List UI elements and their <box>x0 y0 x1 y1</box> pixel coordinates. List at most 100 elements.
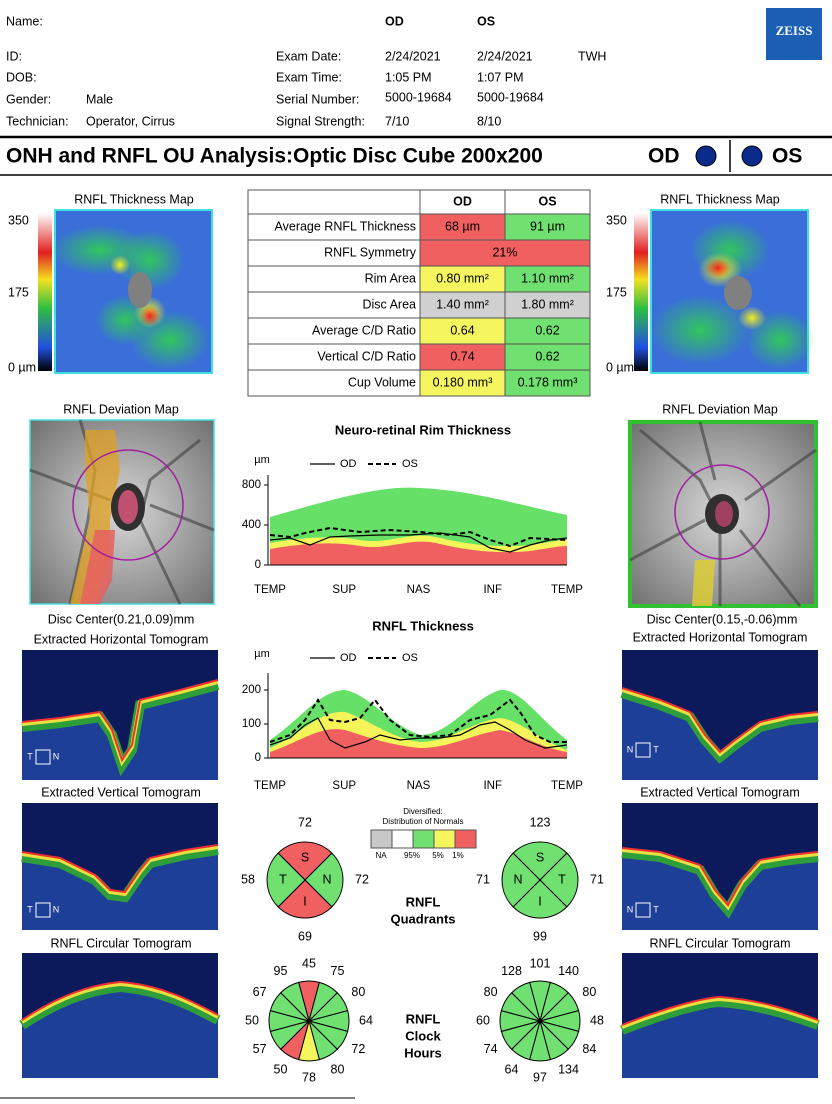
label: 80 <box>351 985 365 999</box>
label: Extracted Vertical Tomogram <box>41 785 201 799</box>
tomogram-mark: N <box>53 904 60 914</box>
label: 0.180 mm³ <box>433 375 493 389</box>
label: 91 µm <box>530 219 565 233</box>
legend-label: OD <box>340 458 357 470</box>
tomogram-layer <box>621 848 819 911</box>
y-tick-label: 800 <box>242 479 261 491</box>
label: Rim Area <box>365 271 416 285</box>
tomogram-surface <box>21 679 219 763</box>
legend-label: OD <box>340 652 357 664</box>
label: 5% <box>432 851 444 860</box>
thickness-normative-bands <box>270 689 567 758</box>
label: I <box>538 894 541 908</box>
label: 1% <box>452 851 464 860</box>
tomogram-tissue <box>22 680 218 780</box>
label: Diversified: <box>403 807 443 816</box>
tomogram-icon <box>635 902 651 918</box>
label: Quadrants <box>390 911 455 926</box>
label: Extracted Horizontal Tomogram <box>34 632 209 646</box>
x-tick-label: INF <box>483 780 502 792</box>
x-tick-label: NAS <box>407 584 431 596</box>
label: 5000-19684 <box>385 90 452 104</box>
label: 72 <box>351 1042 365 1056</box>
label: 2/24/2021 <box>477 49 533 63</box>
label: Extracted Vertical Tomogram <box>640 785 800 799</box>
label: 72 <box>355 872 369 886</box>
label: 0.62 <box>535 323 559 337</box>
sector <box>277 841 333 881</box>
label: 80 <box>331 1063 345 1077</box>
label: 0.80 mm² <box>436 271 489 285</box>
label: 140 <box>558 964 579 978</box>
tomogram-icon <box>35 749 51 765</box>
deviation-map-os <box>628 420 818 608</box>
label: 64 <box>359 1013 373 1027</box>
label: 95% <box>404 851 420 860</box>
x-tick-label: SUP <box>332 780 356 792</box>
tomogram-layer <box>21 845 219 897</box>
label: 80 <box>484 985 498 999</box>
tomogram-mark: N <box>627 744 634 754</box>
label: Technician: <box>6 114 69 128</box>
label: 8/10 <box>477 114 501 128</box>
label: 123 <box>530 815 551 829</box>
label: 7/10 <box>385 114 409 128</box>
label: RNFL Deviation Map <box>63 402 179 416</box>
label: 175 <box>8 285 29 299</box>
eye-dot <box>695 145 717 167</box>
label: 50 <box>274 1063 288 1077</box>
label: 71 <box>476 872 490 886</box>
label: 50 <box>245 1013 259 1027</box>
color-scale <box>38 213 52 371</box>
y-tick-label: 0 <box>255 752 261 764</box>
label: 84 <box>582 1042 596 1056</box>
label: OD <box>453 194 472 208</box>
label: OD <box>648 145 680 168</box>
tomogram-mark: N <box>53 751 60 761</box>
label: Disc Area <box>363 297 417 311</box>
x-tick-label: INF <box>483 584 502 596</box>
od-curve <box>269 717 568 749</box>
table-cell <box>419 189 506 215</box>
tomogram-surface <box>621 687 819 754</box>
label: Average RNFL Thickness <box>275 219 417 233</box>
tomogram-layer <box>621 996 819 1029</box>
label: Disc Center(0.21,0.09)mm <box>48 612 195 626</box>
label: S <box>536 850 544 864</box>
label: 1:05 PM <box>385 70 432 84</box>
label: 71 <box>590 872 604 886</box>
sector <box>512 879 568 919</box>
label: Hours <box>404 1045 442 1060</box>
logo: ZEISS <box>776 23 813 38</box>
table-cell <box>419 265 506 293</box>
label: 45 <box>302 956 316 970</box>
tomogram-mark: N <box>627 904 634 914</box>
table-cell <box>504 189 591 215</box>
x-tick-label: TEMP <box>254 780 286 792</box>
label: Cup Volume <box>348 375 416 389</box>
label: 1.80 mm² <box>521 297 574 311</box>
label: 1:07 PM <box>477 70 524 84</box>
label: 0.74 <box>450 349 474 363</box>
sector <box>511 981 541 1023</box>
od-curve <box>269 532 568 553</box>
label: 2/24/2021 <box>385 49 441 63</box>
y-tick-label: 0 <box>255 559 261 571</box>
label: Exam Time: <box>276 70 342 84</box>
label: 58 <box>241 872 255 886</box>
label: µm <box>254 454 270 466</box>
label: 1.10 mm² <box>521 271 574 285</box>
tomogram-layer <box>21 680 219 767</box>
label: T <box>558 872 566 886</box>
tomogram-mark: T <box>653 904 659 914</box>
legend-label: OS <box>402 652 418 664</box>
tomogram-layer <box>620 996 820 1035</box>
label: Disc Center(0.15,-0.06)mm <box>647 612 798 626</box>
label: Clock <box>405 1028 441 1043</box>
legend-swatch <box>391 829 414 849</box>
label: Distribution of Normals <box>383 817 464 826</box>
tomogram-surface <box>621 847 819 907</box>
label: S <box>301 850 309 864</box>
